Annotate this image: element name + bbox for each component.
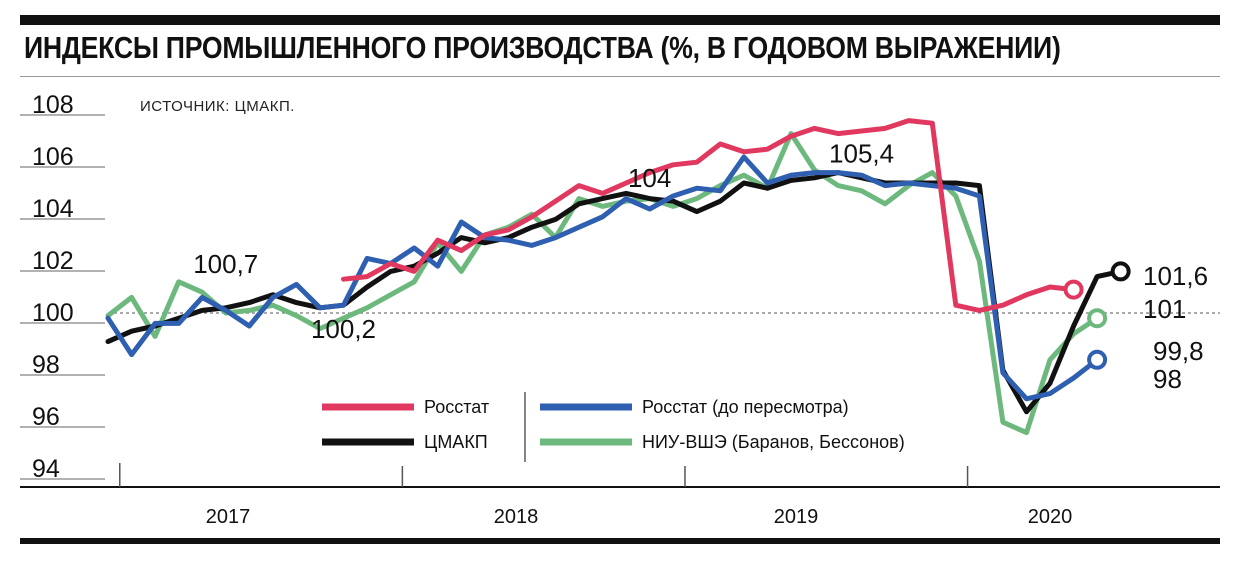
y-tick-label: 94 [32, 455, 60, 483]
end-marker-цмакп [1110, 261, 1131, 282]
series-line-росстат [341, 118, 1077, 313]
annotation-label: 100,7 [193, 249, 258, 279]
x-year-label-2017: 2017 [206, 506, 251, 528]
legend-label-росстат-до-пересмотра: Росстат (до пересмотра) [642, 397, 849, 417]
title-rule [20, 76, 1220, 77]
chart-title: ИНДЕКСЫ ПРОМЫШЛЕННОГО ПРОИЗВОДСТВА (%, В… [24, 30, 1061, 65]
y-tick-label: 100 [32, 299, 74, 327]
end-marker-росстат [1063, 279, 1084, 300]
series-line-ниу-вшэ-баранов-бессонов [105, 131, 1100, 436]
annotation-label: 105,4 [829, 139, 894, 169]
series-line-росстат-до-пересмотра [105, 154, 1100, 402]
y-tick-label: 98 [32, 351, 60, 379]
x-axis: 2017 2018 2019 2020 [20, 463, 1220, 528]
legend-box [318, 388, 978, 466]
x-year-label-2018: 2018 [494, 506, 539, 528]
x-year-label-2019: 2019 [774, 506, 819, 528]
series-lines [105, 118, 1131, 436]
legend-label-ниу-вшэ-баранов-бессонов: НИУ-ВШЭ (Баранов, Бессонов) [642, 432, 905, 452]
source-note: ИСТОЧНИК: ЦМАКП. [140, 98, 295, 115]
y-tick-label: 102 [32, 247, 74, 275]
end-label-росстат-до-пересмотра: 98 [1153, 364, 1182, 394]
end-marker-ниу-вшэ-баранов-бессонов [1087, 308, 1108, 329]
end-label-цмакп: 101,6 [1143, 261, 1208, 291]
y-tick-label: 96 [32, 403, 60, 431]
annotation-label: 100,2 [311, 314, 376, 344]
y-tick-label: 104 [32, 195, 74, 223]
end-label-ниу-вшэ-баранов-бессонов: 99,8 [1153, 336, 1204, 366]
x-year-label-2020: 2020 [1028, 506, 1073, 528]
legend-label-цмакп: ЦМАКП [424, 432, 488, 452]
y-axis: 108 106 104 102 100 98 96 94 [20, 91, 1220, 483]
y-tick-label: 108 [32, 91, 74, 119]
y-tick-label: 106 [32, 143, 74, 171]
bottom-rule [20, 538, 1220, 544]
end-marker-росстат-до-пересмотра [1087, 349, 1108, 370]
end-label-росстат: 101 [1143, 294, 1186, 324]
legend-label-росстат: Росстат [424, 397, 489, 417]
top-rule [20, 15, 1220, 25]
annotation-label: 104 [628, 163, 671, 193]
legend: Росстат ЦМАКП Росстат (до пересмотра) НИУ-В… [318, 388, 978, 466]
